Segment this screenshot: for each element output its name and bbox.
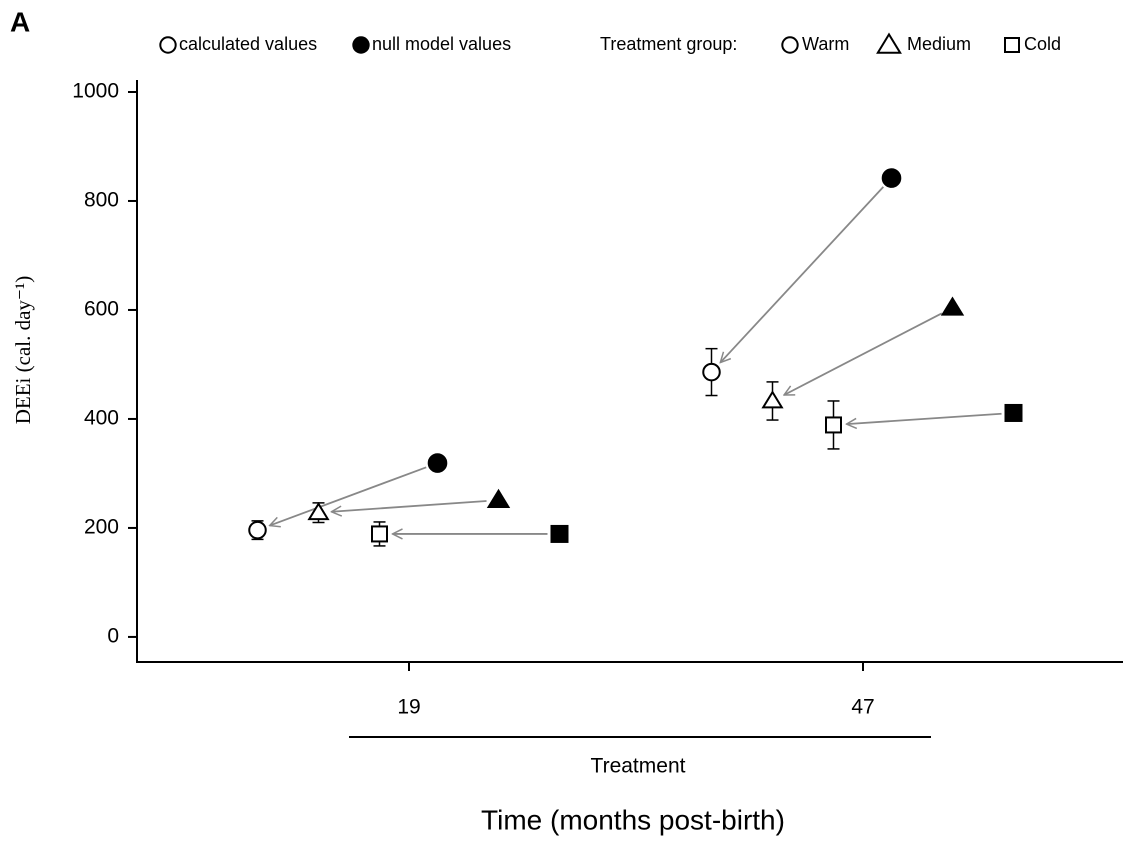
y-tick-label: 800: [84, 189, 119, 212]
arrow: [784, 312, 943, 396]
null-point: [881, 168, 902, 188]
calculated-point: [761, 390, 784, 409]
legend: calculated values null model values Treatm…: [159, 32, 1061, 54]
legend-symbol: [876, 32, 902, 54]
null-point: [486, 488, 511, 508]
arrow: [846, 412, 1002, 424]
null-point: [940, 296, 965, 316]
arrow: [331, 500, 487, 512]
calculated-point: [307, 501, 330, 521]
calculated-point: [825, 416, 842, 434]
legend-symbol: [1004, 37, 1020, 53]
x-group-label: Treatment: [591, 755, 686, 778]
y-tick-label: 1000: [72, 80, 119, 103]
calculated-point: [248, 520, 267, 540]
arrow: [270, 466, 427, 525]
null-point: [427, 453, 448, 473]
legend-title: Treatment group:: [600, 34, 737, 54]
y-tick-label: 0: [107, 624, 119, 647]
calculated-point: [702, 362, 721, 382]
legend-label: calculated values: [179, 34, 317, 54]
legend-label: Cold: [1024, 34, 1061, 54]
legend-symbol: [781, 36, 799, 54]
calculated-point: [371, 525, 388, 543]
legend-label: Medium: [907, 34, 971, 54]
x-tick-label: 47: [851, 696, 874, 719]
null-point: [550, 524, 569, 543]
y-tick-label: 200: [84, 515, 119, 538]
null-point: [1004, 403, 1023, 422]
arrow: [720, 186, 884, 363]
legend-label: null model values: [372, 34, 511, 54]
panel-label: A: [10, 6, 30, 37]
y-tick-label: 600: [84, 298, 119, 321]
legend-symbol: [159, 36, 177, 54]
legend-label: Warm: [802, 34, 849, 54]
y-tick-label: 400: [84, 407, 119, 430]
legend-symbol: [352, 36, 370, 54]
y-axis-title: DEEi (cal. day⁻¹): [11, 276, 35, 425]
x-tick-label: 19: [397, 696, 420, 719]
x-axis-title: Time (months post-birth): [481, 804, 785, 835]
